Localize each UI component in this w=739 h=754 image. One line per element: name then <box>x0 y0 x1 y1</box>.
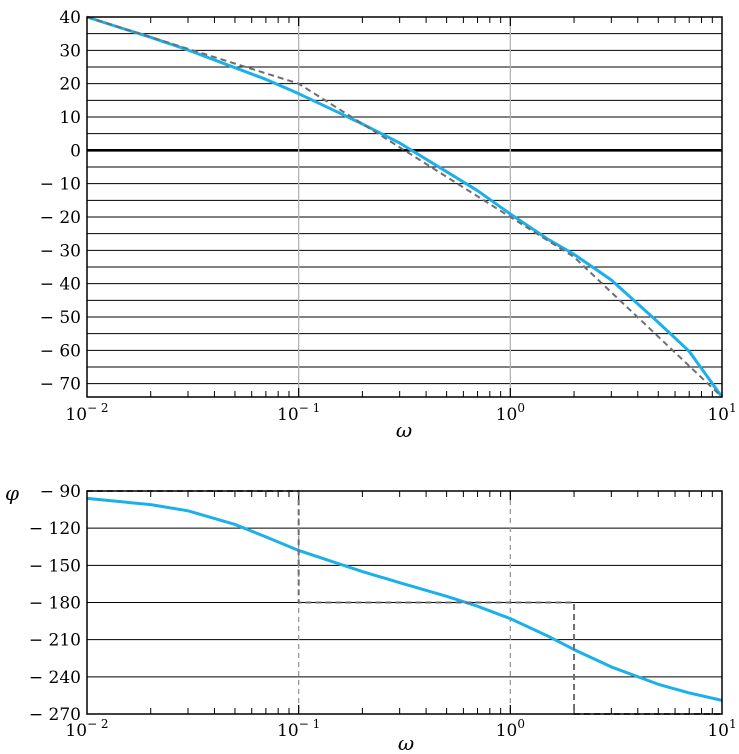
magnitude-y-tick-label: − 50 <box>40 308 81 328</box>
phase-y-tick-label: − 120 <box>29 519 81 539</box>
phase-x-axis-label: ω <box>398 731 414 754</box>
magnitude-y-tick-label: − 10 <box>40 175 81 195</box>
magnitude-asymptote-line <box>86 16 723 398</box>
phase-exact-curve <box>86 496 723 702</box>
magnitude-y-tick-label: 20 <box>59 75 81 95</box>
phase-y-tick-label: − 150 <box>29 556 81 576</box>
magnitude-y-tick-label: − 70 <box>40 375 81 395</box>
phase-y-tick-label: − 210 <box>29 631 81 651</box>
magnitude-y-tick-label: − 20 <box>40 208 81 228</box>
magnitude-y-tick-label: 0 <box>70 141 81 161</box>
phase-plot-frame <box>86 490 723 715</box>
magnitude-x-tick-label: 10− 2 <box>65 401 108 425</box>
phase-y-tick-label: − 180 <box>29 594 81 614</box>
magnitude-x-axis-label: ω <box>396 418 412 442</box>
phase-y-axis-label: φ <box>5 481 19 505</box>
magnitude-x-tick-label: 10− 1 <box>277 401 320 425</box>
magnitude-y-tick-label: 40 <box>59 8 81 28</box>
magnitude-y-tick-label: 30 <box>59 41 81 61</box>
phase-x-tick-label: 10− 1 <box>277 717 320 741</box>
magnitude-exact-curve <box>86 15 724 398</box>
phase-y-tick-label: − 240 <box>29 668 81 688</box>
phase-x-tick-label: 10− 2 <box>65 717 108 741</box>
magnitude-y-tick-label: − 30 <box>40 241 81 261</box>
magnitude-x-tick-label: 100 <box>496 401 525 425</box>
magnitude-y-tick-label: 10 <box>59 108 81 128</box>
phase-x-tick-label: 100 <box>496 717 525 741</box>
phase-y-tick-label: − 90 <box>40 482 81 502</box>
phase-y-tick-label: − 270 <box>29 705 81 725</box>
magnitude-y-tick-label: − 60 <box>40 341 81 361</box>
magnitude-x-tick-label: 101 <box>707 401 736 425</box>
magnitude-y-tick-label: − 40 <box>40 275 81 295</box>
phase-x-tick-label: 101 <box>707 717 736 741</box>
magnitude-plot-frame <box>86 16 723 398</box>
